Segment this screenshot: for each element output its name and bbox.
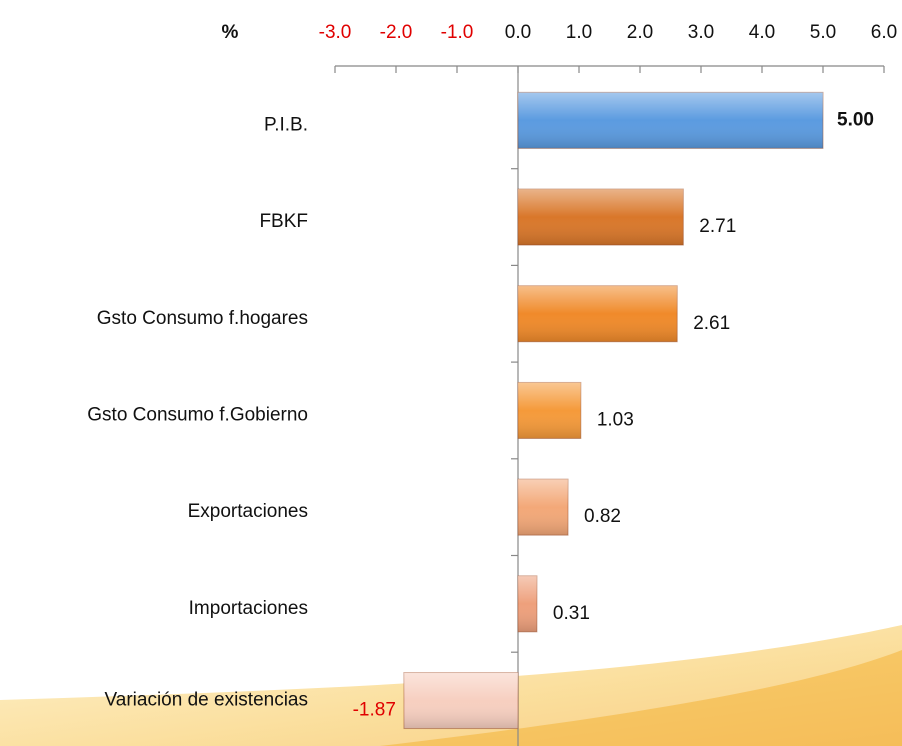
value-label: 5.00 — [837, 109, 874, 130]
category-label: Exportaciones — [188, 501, 308, 522]
x-tick-label: 4.0 — [749, 22, 775, 43]
x-tick-label: -1.0 — [441, 22, 474, 43]
x-tick-label: 1.0 — [566, 22, 592, 43]
axis-label: % — [222, 22, 239, 43]
bar-shine — [403, 672, 518, 729]
x-tick-label: 0.0 — [505, 22, 531, 43]
value-label: 0.31 — [553, 603, 590, 624]
bar-shine — [518, 285, 678, 342]
x-tick-label: 2.0 — [627, 22, 653, 43]
bar-shine — [518, 189, 684, 246]
x-tick-label: 5.0 — [810, 22, 836, 43]
category-label: P.I.B. — [264, 114, 308, 135]
background-swoosh — [380, 650, 902, 746]
bar-shine — [518, 479, 569, 536]
x-tick-label: -2.0 — [380, 22, 413, 43]
category-label: Gsto Consumo f.Gobierno — [87, 404, 308, 425]
category-label: Importaciones — [189, 598, 308, 619]
value-label: 2.71 — [699, 216, 736, 237]
bar-shine — [518, 92, 823, 149]
value-label: 2.61 — [693, 313, 730, 334]
value-label: 0.82 — [584, 506, 621, 527]
x-tick-label: 6.0 — [871, 22, 897, 43]
category-label: Gsto Consumo f.hogares — [97, 308, 308, 329]
bar-shine — [518, 575, 537, 632]
bar-shine — [518, 382, 581, 439]
value-label: 1.03 — [597, 409, 634, 430]
category-label: Variación de existencias — [105, 690, 308, 711]
category-label: FBKF — [259, 211, 308, 232]
x-tick-label: -3.0 — [319, 22, 352, 43]
value-label: -1.87 — [353, 700, 396, 721]
x-tick-label: 3.0 — [688, 22, 714, 43]
